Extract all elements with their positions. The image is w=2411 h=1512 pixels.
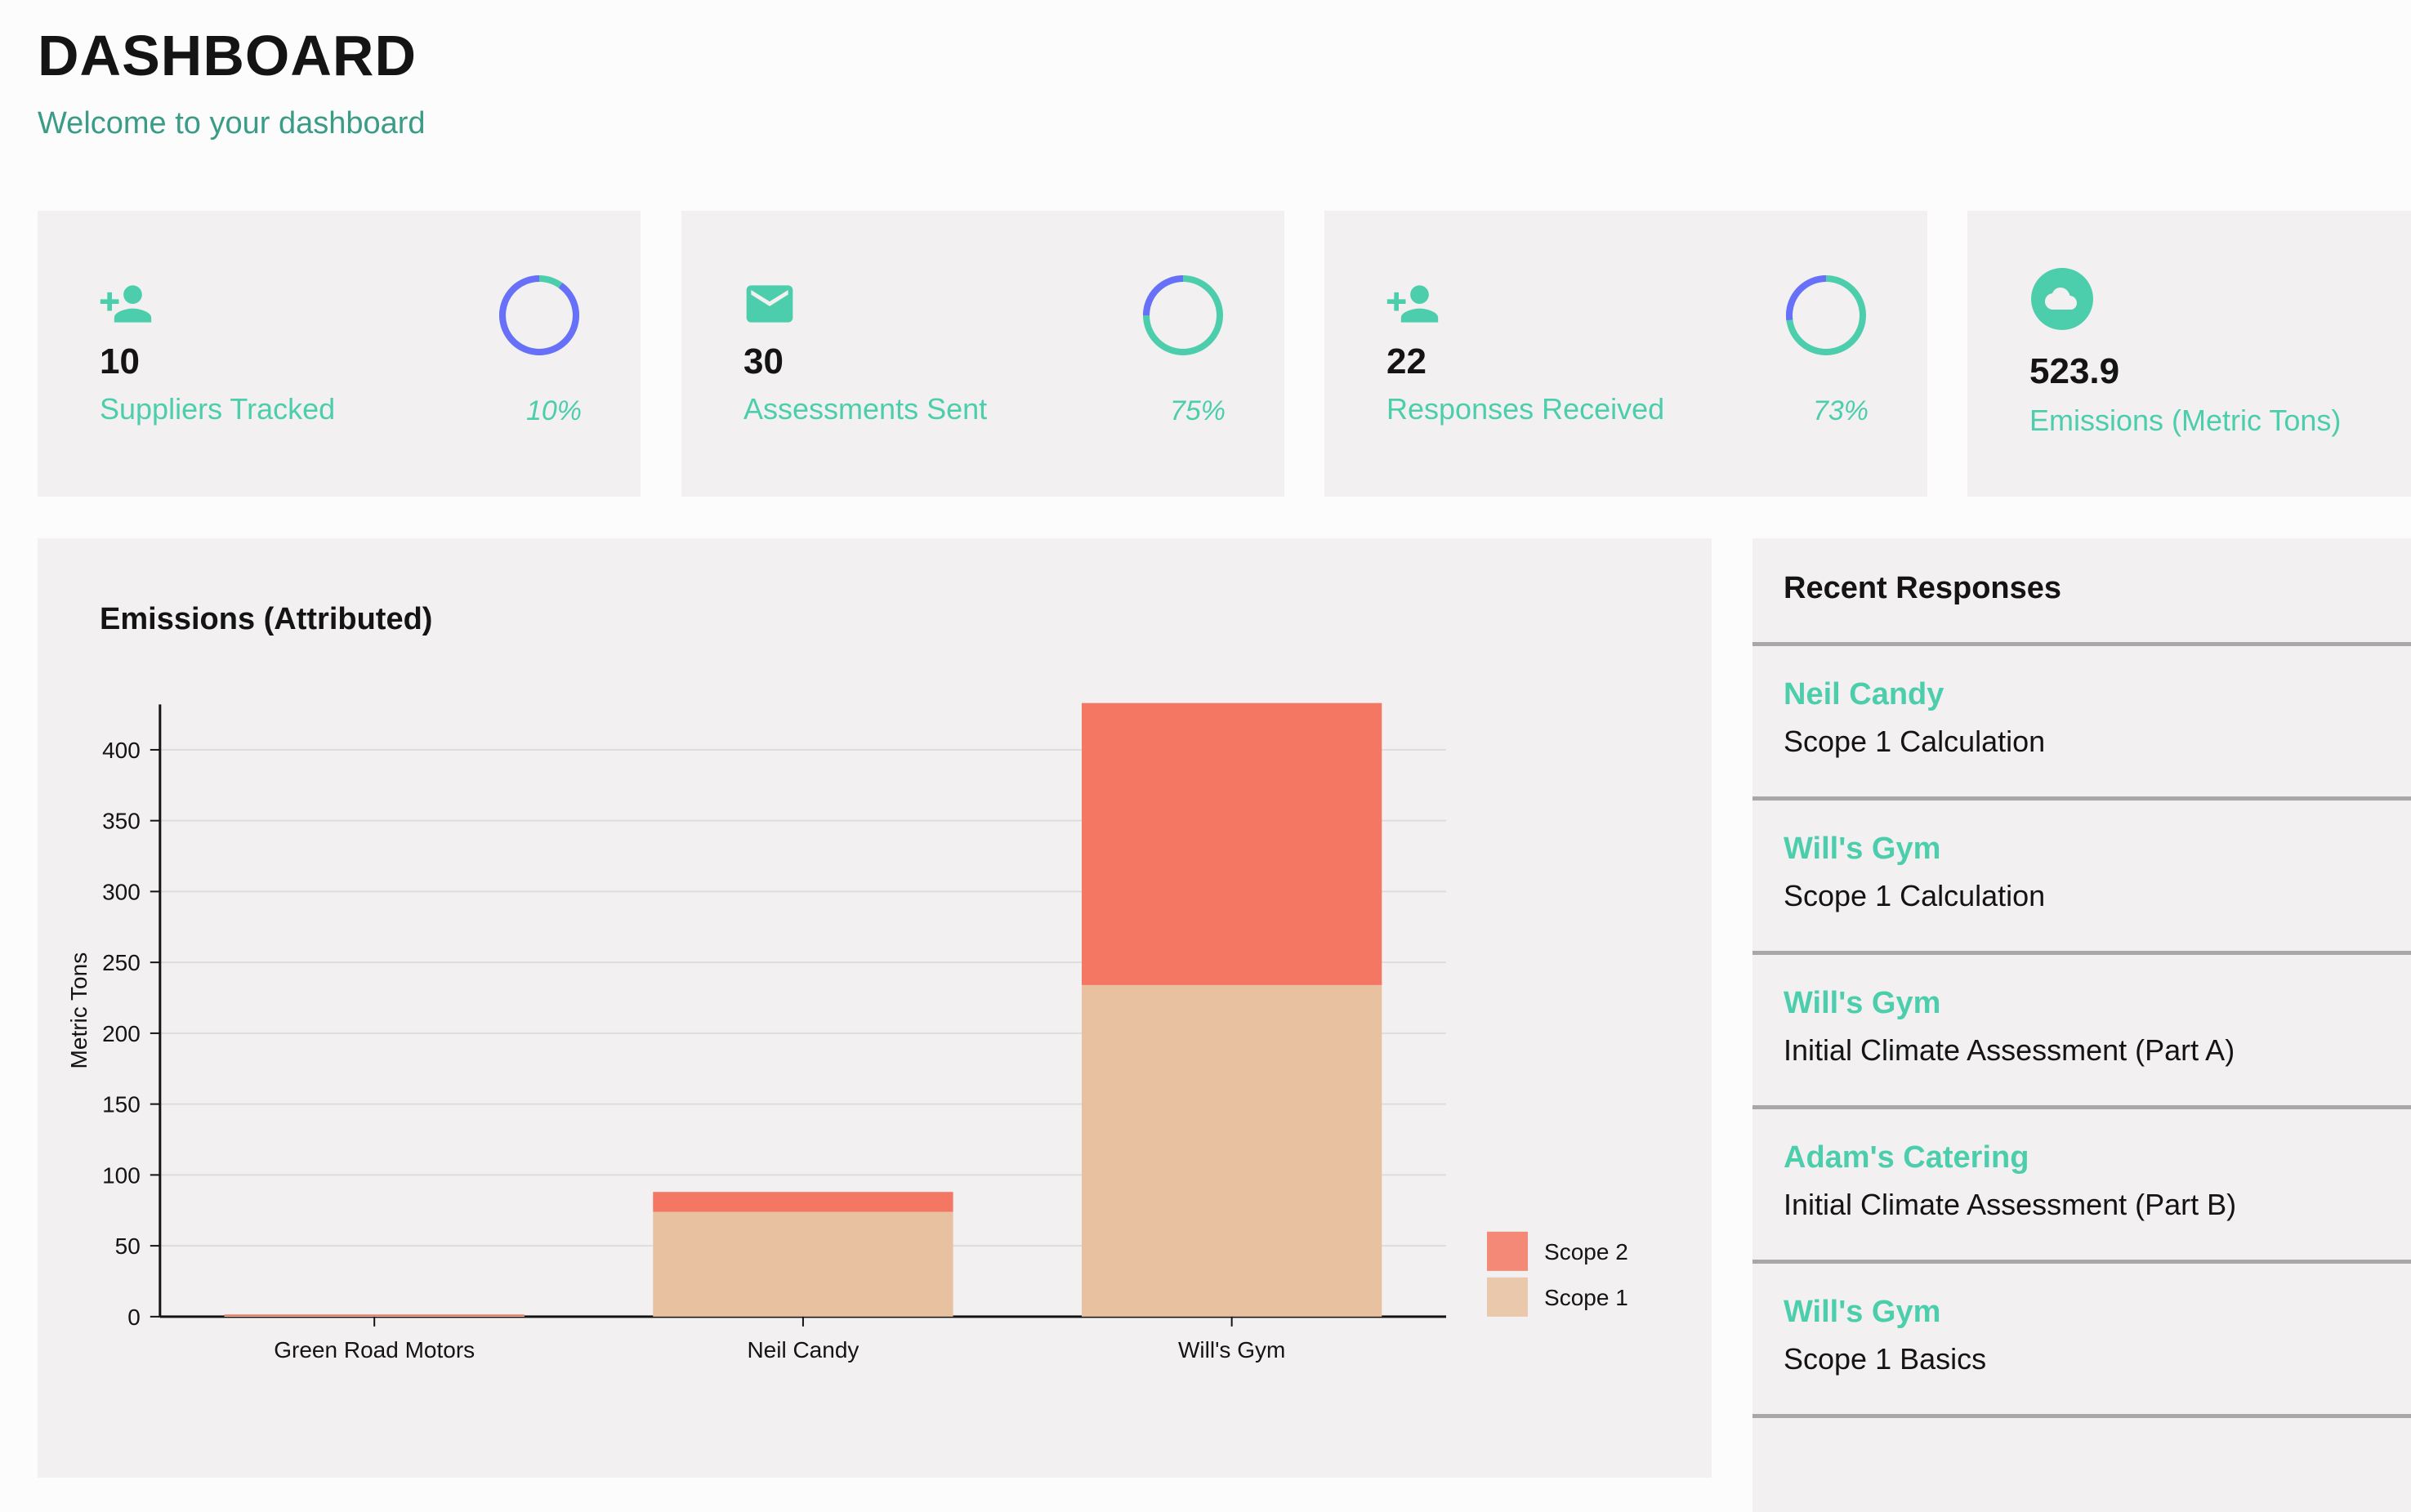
recent-response-item[interactable]: Will's Gym Initial Climate Assessment (P… bbox=[1752, 955, 2411, 1105]
stat-label: Suppliers Tracked bbox=[100, 392, 336, 426]
recent-response-item[interactable]: Adam's Catering Initial Climate Assessme… bbox=[1752, 1109, 2411, 1260]
stat-value: 30 bbox=[743, 341, 784, 381]
stat-percent: 75% bbox=[1169, 395, 1226, 426]
y-tick-label: 250 bbox=[102, 950, 141, 975]
stat-label: Emissions (Metric Tons) bbox=[2029, 404, 2342, 437]
x-tick-label: Green Road Motors bbox=[274, 1337, 475, 1363]
x-tick-label: Neil Candy bbox=[747, 1337, 859, 1363]
bar-scope-2[interactable] bbox=[224, 1314, 525, 1316]
progress-ring bbox=[499, 275, 579, 355]
cloud-icon bbox=[2031, 268, 2093, 330]
stat-percent: 10% bbox=[525, 395, 582, 426]
person-add-icon bbox=[100, 285, 152, 323]
bar-scope-2[interactable] bbox=[1082, 702, 1382, 985]
person-add-icon bbox=[1386, 285, 1439, 323]
divider bbox=[1752, 951, 2411, 955]
y-tick-label: 350 bbox=[102, 809, 141, 834]
response-supplier-name[interactable]: Adam's Catering bbox=[1784, 1140, 2029, 1175]
stat-card-emissions: 523.9 Emissions (Metric Tons) bbox=[1967, 211, 2411, 497]
recent-response-item[interactable]: Will's Gym Scope 1 Calculation bbox=[1752, 801, 2411, 951]
bar-scope-1[interactable] bbox=[1082, 984, 1382, 1317]
progress-ring bbox=[1143, 275, 1223, 355]
legend-label: Scope 1 bbox=[1544, 1285, 1628, 1310]
response-assessment-name: Scope 1 Calculation bbox=[1784, 725, 2046, 758]
stat-value: 10 bbox=[100, 341, 140, 381]
stat-card-suppliers: 10 Suppliers Tracked 10% bbox=[38, 211, 641, 497]
recent-responses-panel: Recent Responses Neil Candy Scope 1 Calc… bbox=[1752, 538, 2411, 1512]
response-assessment-name: Initial Climate Assessment (Part A) bbox=[1784, 1033, 2235, 1067]
y-tick-label: 100 bbox=[102, 1162, 141, 1188]
emissions-chart-panel: Emissions (Attributed) 0 50 100 150 200 250 30… bbox=[38, 538, 1712, 1478]
divider bbox=[1752, 642, 2411, 646]
divider bbox=[1752, 1414, 2411, 1418]
bar-scope-1[interactable] bbox=[224, 1315, 525, 1317]
legend-label: Scope 2 bbox=[1544, 1239, 1628, 1264]
response-supplier-name[interactable]: Will's Gym bbox=[1784, 832, 1941, 866]
x-tick-label: Will's Gym bbox=[1178, 1337, 1285, 1363]
progress-ring-arc bbox=[1143, 275, 1223, 355]
y-tick-label: 50 bbox=[115, 1233, 141, 1259]
bar-scope-1[interactable] bbox=[653, 1211, 953, 1317]
y-tick-label: 150 bbox=[102, 1092, 141, 1117]
stat-percent: 73% bbox=[1812, 395, 1869, 426]
recent-response-item[interactable]: Will's Gym Scope 1 Basics bbox=[1752, 1264, 2411, 1414]
legend-swatch bbox=[1487, 1231, 1529, 1271]
progress-ring bbox=[1786, 275, 1866, 355]
response-assessment-name: Initial Climate Assessment (Part B) bbox=[1784, 1188, 2237, 1221]
legend-swatch bbox=[1487, 1277, 1529, 1317]
stat-value: 523.9 bbox=[2029, 351, 2120, 391]
response-supplier-name[interactable]: Will's Gym bbox=[1784, 986, 1941, 1020]
divider bbox=[1752, 1105, 2411, 1109]
progress-ring-arc bbox=[499, 275, 579, 355]
y-tick-label: 300 bbox=[102, 879, 141, 904]
stat-label: Responses Received bbox=[1386, 392, 1665, 426]
response-supplier-name[interactable]: Will's Gym bbox=[1784, 1295, 1941, 1329]
y-tick-label: 0 bbox=[127, 1305, 141, 1330]
email-icon bbox=[746, 285, 793, 323]
y-tick-label: 400 bbox=[102, 738, 141, 763]
divider bbox=[1752, 1260, 2411, 1264]
stat-label: Assessments Sent bbox=[743, 392, 988, 426]
emissions-bar-chart: 0 50 100 150 200 250 300 350 400 Metric Tons Green… bbox=[66, 702, 1628, 1363]
response-assessment-name: Scope 1 Calculation bbox=[1784, 879, 2046, 912]
chart-title: Emissions (Attributed) bbox=[100, 602, 433, 636]
stat-card-assessments: 30 Assessments Sent 75% bbox=[681, 211, 1284, 497]
recent-response-item[interactable]: Neil Candy Scope 1 Calculation bbox=[1752, 646, 2411, 796]
y-axis-label: Metric Tons bbox=[66, 952, 92, 1069]
bar-scope-2[interactable] bbox=[653, 1192, 953, 1212]
page-subtitle: Welcome to your dashboard bbox=[38, 106, 426, 140]
y-tick-label: 200 bbox=[102, 1021, 141, 1046]
recent-responses-title: Recent Responses bbox=[1784, 571, 2062, 605]
stat-value: 22 bbox=[1386, 341, 1427, 381]
progress-ring-arc bbox=[1786, 275, 1866, 355]
divider bbox=[1752, 796, 2411, 801]
page-title: DASHBOARD bbox=[38, 24, 417, 87]
stat-card-responses: 22 Responses Received 73% bbox=[1324, 211, 1927, 497]
response-assessment-name: Scope 1 Basics bbox=[1784, 1342, 1987, 1376]
response-supplier-name[interactable]: Neil Candy bbox=[1784, 677, 1944, 711]
